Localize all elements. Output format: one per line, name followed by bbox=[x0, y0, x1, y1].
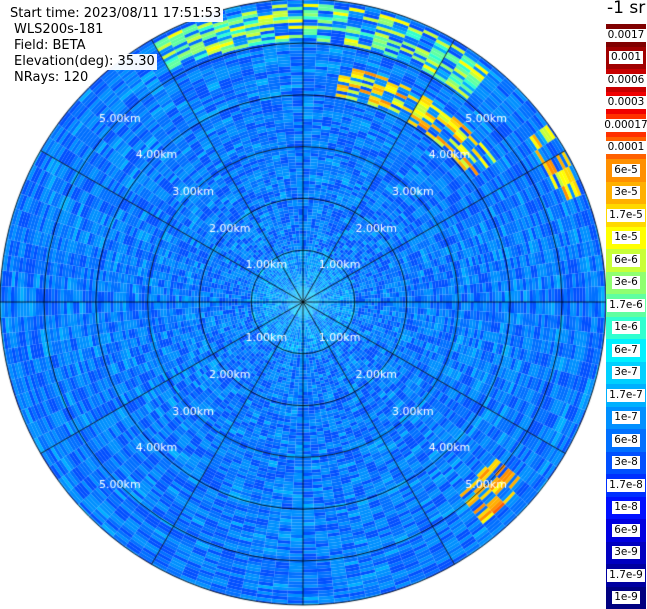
colorbar-tick-label: 0.001 bbox=[609, 51, 643, 64]
colorbar-cell: 1.7e-9 bbox=[606, 564, 646, 587]
colorbar-tick-label: 6e-5 bbox=[612, 164, 640, 177]
colorbar-cell: 1.7e-7 bbox=[606, 384, 646, 407]
colorbar-tick-label: 3e-8 bbox=[612, 456, 640, 469]
colorbar-cell: 6e-5 bbox=[606, 159, 646, 182]
colorbar-tick-label: 1.7e-8 bbox=[607, 479, 645, 492]
colorbar-cell: 3e-9 bbox=[606, 542, 646, 565]
colorbar-cell: 1e-5 bbox=[606, 227, 646, 250]
colorbar-cell: 6e-9 bbox=[606, 519, 646, 542]
nrays-label: NRays: 120 bbox=[12, 70, 90, 86]
colorbar-cell: 0.0006 bbox=[606, 69, 646, 92]
colorbar-cell: 0.0017 bbox=[606, 24, 646, 47]
colorbar-tick-label: 0.0017 bbox=[606, 29, 647, 42]
colorbar-tick-label: 1.7e-5 bbox=[607, 209, 645, 222]
colorbar-tick-label: 6e-6 bbox=[612, 254, 640, 267]
colorbar-cell: 3e-8 bbox=[606, 452, 646, 475]
colorbar-tick-label: 1.7e-6 bbox=[607, 299, 645, 312]
colorbar-cell: 3e-5 bbox=[606, 182, 646, 205]
colorbar-cell: 1.7e-5 bbox=[606, 204, 646, 227]
colorbar-tick-label: 3e-5 bbox=[612, 186, 640, 199]
colorbar-cell: 0.001 bbox=[606, 47, 646, 70]
colorbar-tick-label: 1e-7 bbox=[612, 411, 640, 424]
colorbar-title: -1 sr bbox=[607, 0, 645, 18]
colorbar-cell: 1e-9 bbox=[606, 587, 646, 609]
elevation-label: Elevation(deg): 35.30 bbox=[12, 54, 157, 70]
colorbar-tick-label: 1e-9 bbox=[612, 591, 640, 604]
start-time-label: Start time: 2023/08/11 17:51:53 bbox=[8, 6, 223, 22]
colorbar-cell: 6e-7 bbox=[606, 339, 646, 362]
ppi-plot bbox=[0, 0, 607, 607]
colorbar-tick-label: 3e-9 bbox=[612, 546, 640, 559]
colorbar-tick-label: 0.0003 bbox=[606, 96, 647, 109]
colorbar-cell: 3e-7 bbox=[606, 362, 646, 385]
colorbar-cell: 6e-8 bbox=[606, 429, 646, 452]
colorbar-tick-label: 6e-8 bbox=[612, 434, 640, 447]
colorbar-cell: 1e-8 bbox=[606, 497, 646, 520]
instrument-label: WLS200s-181 bbox=[12, 22, 105, 38]
colorbar: 0.0017 0.001 0.0006 0.0003 0.00017 0.0001 6e-5… bbox=[606, 24, 646, 609]
colorbar-tick-label: 0.00017 bbox=[602, 119, 647, 132]
colorbar-tick-label: 6e-7 bbox=[612, 344, 640, 357]
colorbar-cell: 1.7e-6 bbox=[606, 294, 646, 317]
colorbar-cell: 6e-6 bbox=[606, 249, 646, 272]
colorbar-cell: 0.00017 bbox=[606, 114, 646, 137]
colorbar-cell: 1e-7 bbox=[606, 407, 646, 430]
colorbar-cell: 3e-6 bbox=[606, 272, 646, 295]
colorbar-tick-label: 0.0001 bbox=[606, 141, 647, 154]
colorbar-cell: 1e-6 bbox=[606, 317, 646, 340]
colorbar-tick-label: 0.0006 bbox=[606, 74, 647, 87]
colorbar-tick-label: 1.7e-7 bbox=[607, 389, 645, 402]
colorbar-tick-label: 3e-7 bbox=[612, 366, 640, 379]
colorbar-tick-label: 3e-6 bbox=[612, 276, 640, 289]
colorbar-tick-label: 6e-9 bbox=[612, 524, 640, 537]
colorbar-cell: 0.0003 bbox=[606, 92, 646, 115]
colorbar-tick-label: 1e-6 bbox=[612, 321, 640, 334]
colorbar-tick-label: 1e-5 bbox=[612, 231, 640, 244]
colorbar-tick-label: 1e-8 bbox=[612, 501, 640, 514]
field-label: Field: BETA bbox=[12, 38, 87, 54]
colorbar-tick-label: 1.7e-9 bbox=[607, 569, 645, 582]
colorbar-cell: 1.7e-8 bbox=[606, 474, 646, 497]
colorbar-cell: 0.0001 bbox=[606, 137, 646, 160]
